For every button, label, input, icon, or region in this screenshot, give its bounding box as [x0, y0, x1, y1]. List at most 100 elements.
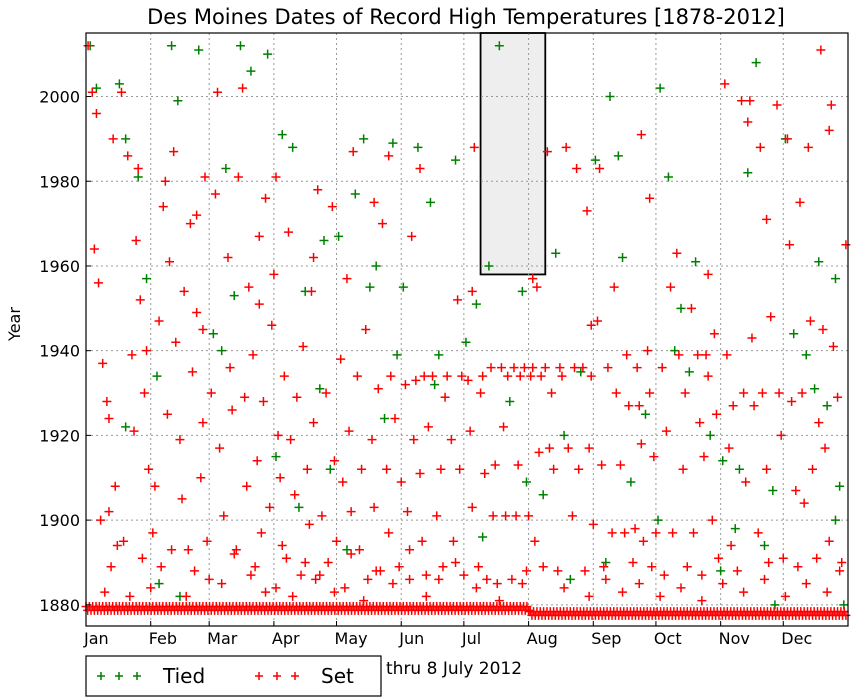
set-point: [711, 409, 721, 419]
set-point: [737, 96, 747, 106]
set-point: [549, 464, 559, 474]
tied-point: [167, 41, 177, 51]
set-point: [390, 413, 400, 423]
set-point: [833, 392, 843, 402]
set-point: [292, 392, 302, 402]
set-point: [190, 566, 200, 576]
tied-point: [716, 566, 726, 576]
x-tick-label: Feb: [149, 629, 177, 648]
set-point: [490, 460, 500, 470]
set-point: [367, 435, 377, 445]
x-tick-label: Oct: [654, 629, 682, 648]
set-point: [394, 562, 404, 572]
tied-point: [365, 282, 375, 292]
tied-point: [705, 430, 715, 440]
set-point: [757, 388, 767, 398]
tied-point: [315, 384, 325, 394]
set-point: [709, 329, 719, 339]
set-point: [453, 295, 463, 305]
set-point: [377, 219, 387, 229]
set-point: [584, 443, 594, 453]
set-point: [371, 566, 381, 576]
set-point: [739, 587, 749, 597]
set-point: [127, 350, 137, 360]
tied-point: [478, 532, 488, 542]
set-point: [465, 426, 475, 436]
set-point: [603, 363, 613, 373]
set-point: [766, 312, 776, 322]
set-point: [824, 536, 834, 546]
set-point: [528, 363, 538, 373]
set-point: [638, 536, 648, 546]
set-point: [131, 236, 141, 246]
set-point: [592, 316, 602, 326]
tied-point: [451, 155, 461, 165]
set-point: [384, 528, 394, 538]
set-point: [655, 591, 665, 601]
set-point: [547, 388, 557, 398]
set-point: [271, 583, 281, 593]
y-tick-label: 2000: [39, 88, 80, 107]
set-point: [354, 545, 364, 555]
set-point: [645, 388, 655, 398]
set-point: [572, 164, 582, 174]
set-point: [636, 439, 646, 449]
set-point: [628, 557, 638, 567]
set-point: [780, 591, 790, 601]
data-points: [81, 41, 851, 620]
legend-set-label: Set: [321, 664, 354, 688]
tied-point: [133, 172, 143, 182]
set-point: [87, 87, 97, 97]
set-point: [482, 574, 492, 584]
set-point: [125, 591, 135, 601]
set-point: [555, 363, 565, 373]
x-tick-label: Jun: [398, 629, 424, 648]
set-point: [279, 371, 289, 381]
legend-tied-label: Tied: [162, 664, 205, 688]
set-point: [624, 401, 634, 411]
tied-point: [277, 130, 287, 140]
set-point: [611, 388, 621, 398]
set-point: [434, 574, 444, 584]
set-point: [428, 371, 438, 381]
set-point: [340, 583, 350, 593]
set-point: [411, 375, 421, 385]
set-point: [668, 528, 678, 538]
tied-point: [91, 83, 101, 93]
set-point: [814, 418, 824, 428]
tied-point: [663, 172, 673, 182]
tied-point: [413, 142, 423, 152]
set-point: [369, 197, 379, 207]
set-point: [722, 350, 732, 360]
set-point: [764, 557, 774, 567]
plot-frame: [85, 32, 849, 627]
set-point: [519, 363, 529, 373]
y-tick-label: 1900: [39, 511, 80, 530]
set-point: [244, 282, 254, 292]
set-point: [415, 469, 425, 479]
set-point: [561, 142, 571, 152]
set-point: [595, 164, 605, 174]
tied-point: [551, 248, 561, 258]
set-point: [609, 282, 619, 292]
set-point: [96, 515, 106, 525]
set-point: [162, 409, 172, 419]
set-point: [701, 350, 711, 360]
set-point: [580, 566, 590, 576]
set-point: [185, 219, 195, 229]
set-point: [588, 519, 598, 529]
set-point: [492, 579, 502, 589]
x-tick-label: Dec: [781, 629, 812, 648]
set-point: [563, 443, 573, 453]
set-point: [417, 536, 427, 546]
set-point: [536, 371, 546, 381]
tied-point: [789, 329, 799, 339]
set-point: [476, 388, 486, 398]
set-point: [133, 164, 143, 174]
set-point: [254, 299, 264, 309]
set-point: [799, 498, 809, 508]
tied-point: [121, 422, 131, 432]
set-point: [597, 460, 607, 470]
set-point: [106, 562, 116, 572]
set-point: [281, 553, 291, 563]
